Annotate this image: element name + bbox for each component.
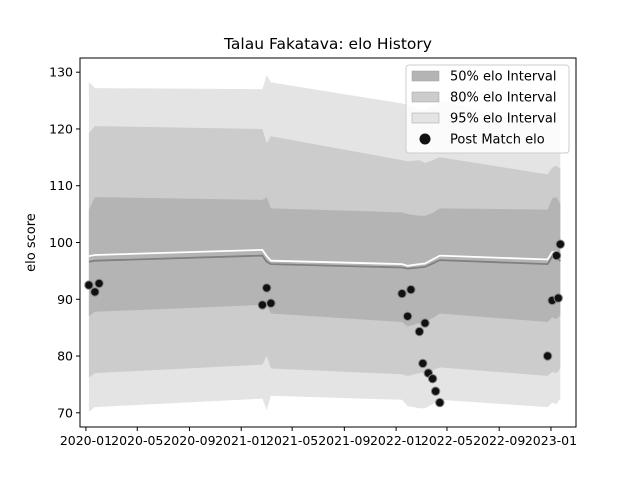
y-axis: 70 80 90 100 110 120 130 [49, 65, 80, 420]
y-tick-label: 70 [57, 405, 73, 420]
post-match-point [435, 397, 445, 408]
chart-title: Talau Fakatava: elo History [223, 35, 432, 53]
post-match-point [553, 293, 563, 303]
y-tick-label: 130 [49, 65, 73, 80]
legend-swatch [411, 112, 440, 124]
post-match-point [406, 284, 416, 295]
post-match-points [84, 239, 565, 408]
post-match-point [551, 250, 562, 261]
x-tick-label: 2021-01 [215, 433, 267, 448]
post-match-point [420, 318, 430, 328]
legend-label: 95% elo Interval [450, 112, 557, 127]
y-tick-label: 100 [49, 235, 73, 250]
post-match-point [94, 278, 104, 289]
post-match-point [427, 374, 438, 384]
y-tick-label: 120 [49, 121, 73, 136]
y-tick-label: 80 [57, 349, 73, 364]
interval-bands [88, 75, 561, 412]
legend-box [405, 64, 570, 154]
post-match-point [84, 280, 94, 290]
x-tick-label: 2020-09 [163, 433, 215, 448]
post-match-point [414, 326, 425, 337]
post-match-point [397, 288, 407, 299]
legend-swatch [411, 70, 440, 82]
y-axis-label: elo score [24, 213, 39, 272]
post-match-point [542, 351, 553, 361]
post-match-point [430, 386, 441, 396]
post-match-point [266, 298, 276, 308]
post-match-point [90, 287, 100, 297]
x-tick-label: 2023-01 [525, 433, 577, 448]
x-tick-label: 2022-09 [473, 433, 525, 448]
post-match-point [257, 300, 268, 310]
post-match-point [418, 358, 428, 369]
post-match-point [262, 283, 272, 293]
mean-elo-line [88, 248, 562, 267]
legend-swatch [411, 91, 440, 103]
legend-marker [419, 133, 431, 145]
y-tick-label: 110 [49, 178, 73, 193]
post-match-point [402, 311, 413, 321]
post-match-point [555, 239, 565, 249]
x-tick-label: 2021-05 [266, 433, 318, 448]
legend: 50% elo Interval 80% elo Interval 95% elo … [405, 64, 570, 154]
legend-label: 50% elo Interval [450, 70, 557, 85]
x-tick-label: 2020-05 [111, 433, 163, 448]
legend-label: 80% elo Interval [450, 91, 557, 106]
legend-label: Post Match elo [450, 133, 545, 148]
x-tick-label: 2021-09 [318, 433, 370, 448]
y-tick-label: 90 [57, 292, 73, 307]
x-tick-label: 2020-01 [60, 433, 112, 448]
elo-lines [88, 248, 562, 270]
median-elo-line [88, 254, 561, 270]
x-tick-label: 2022-05 [421, 433, 473, 448]
x-tick-label: 2022-01 [370, 433, 422, 448]
